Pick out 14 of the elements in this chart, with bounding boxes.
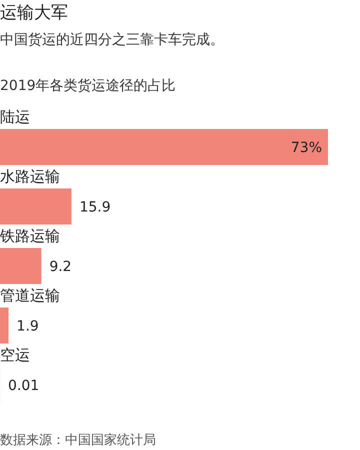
data-label: 73%	[290, 140, 322, 156]
data-label: 0.01	[8, 378, 40, 394]
chart-title: 运输大军	[0, 3, 68, 23]
y-tick-label: 空运	[0, 346, 30, 364]
data-label: 9.2	[49, 259, 72, 275]
chart-subtitle: 中国货运的近四分之三靠卡车完成。	[0, 32, 224, 48]
y-tick-label: 管道运输	[0, 286, 60, 304]
data-label: 1.9	[16, 318, 39, 334]
source-note: 数据来源：中国国家统计局	[0, 432, 156, 448]
y-tick-label: 水路运输	[0, 168, 60, 186]
data-label: 15.9	[79, 200, 111, 216]
y-tick-label: 陆运	[0, 108, 30, 126]
text: 2019年各类货运途径的占比	[0, 78, 176, 94]
y-tick-label: 铁路运输	[0, 227, 60, 245]
